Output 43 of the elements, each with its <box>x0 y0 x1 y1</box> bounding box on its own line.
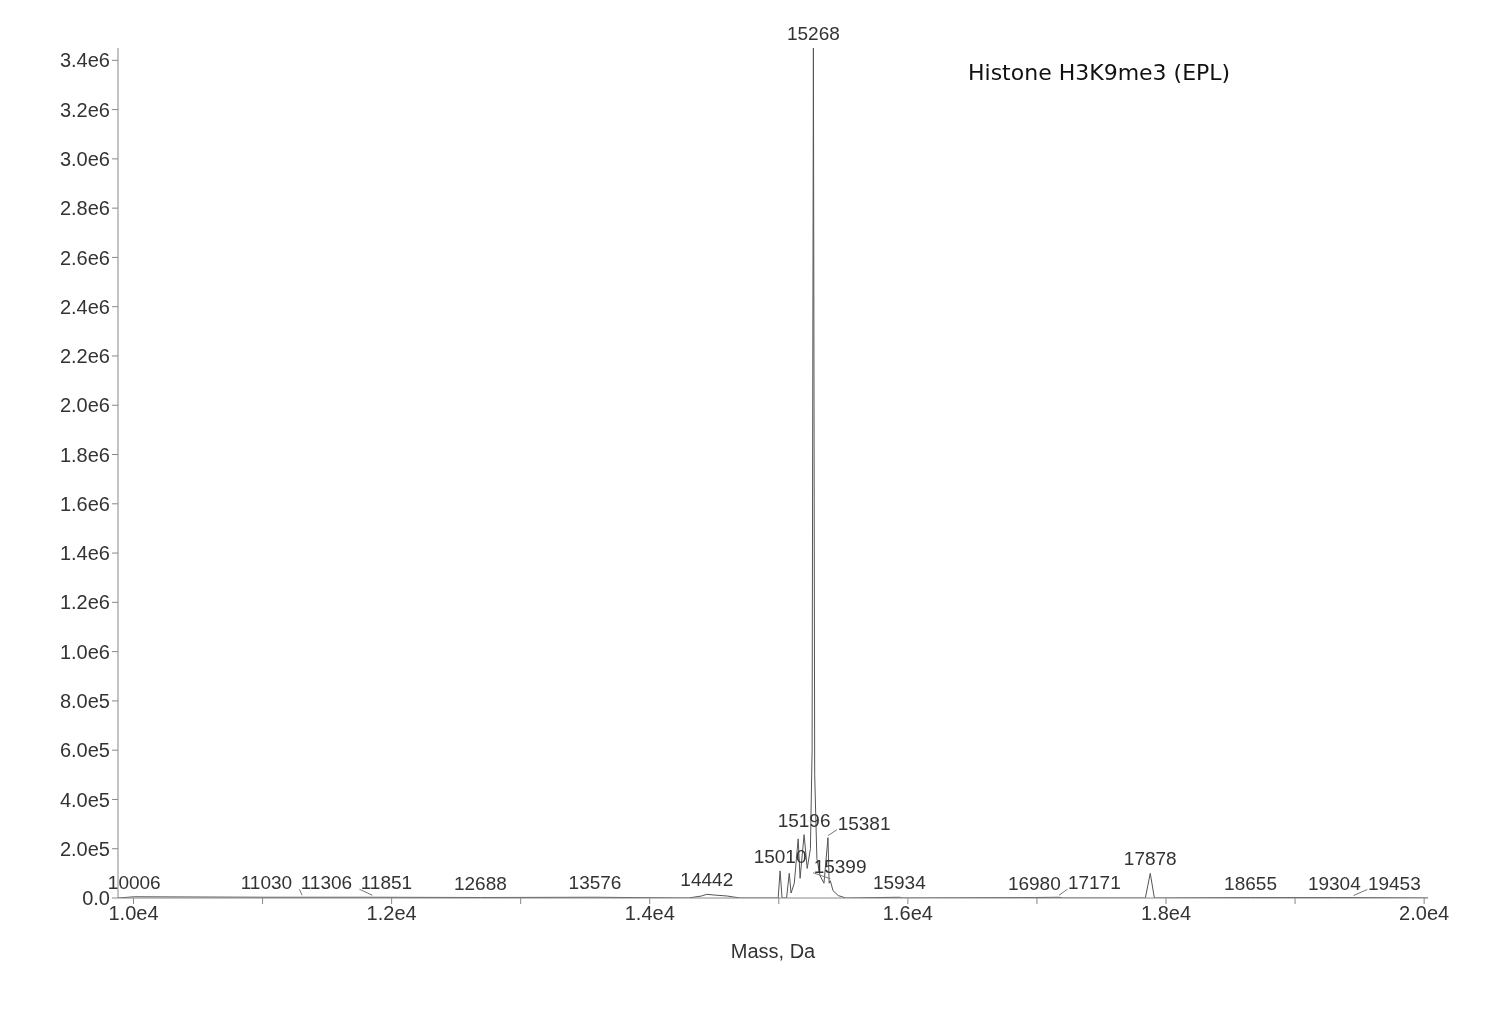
y-tick-label: 1.2e6 <box>59 591 110 614</box>
y-tick-label: 2.8e6 <box>59 197 110 220</box>
annotation: 16980 <box>1007 872 1061 894</box>
annotation: 12688 <box>453 872 507 894</box>
y-tick-label: 3.2e6 <box>59 98 110 121</box>
x-tick-label: 1.8e4 <box>1140 902 1192 925</box>
x-tick-label: 1.4e4 <box>624 902 675 925</box>
y-tick-label: 0.0 <box>82 887 110 910</box>
x-tick-label: 2.0e4 <box>1399 902 1450 925</box>
annotation: 11851 <box>360 872 413 894</box>
y-tick-label: 2.0e5 <box>59 837 110 860</box>
y-tick-label: 2.2e6 <box>59 345 110 368</box>
annotation: 11306 <box>300 872 353 894</box>
x-tick-label: 1.6e4 <box>882 902 933 925</box>
x-tick-label: 1.0e4 <box>108 902 159 925</box>
annotation: 14442 <box>680 869 734 891</box>
y-tick-label: 1.0e6 <box>59 640 110 663</box>
y-tick-label: 8.0e5 <box>59 690 110 712</box>
annotation: 17171 <box>1067 872 1121 894</box>
y-tick-label: 2.4e6 <box>59 295 110 318</box>
text: Histone H3K9me3 (EPL) <box>968 60 1231 85</box>
annotation: 15934 <box>872 872 927 894</box>
y-tick-label: 1.8e6 <box>59 443 110 466</box>
annotation: 15268 <box>786 23 840 44</box>
annotation: 17878 <box>1123 848 1177 870</box>
annotation: 15381 <box>837 812 891 834</box>
y-tick-label: 1.4e6 <box>59 542 110 565</box>
annotation: 10006 <box>107 871 161 893</box>
y-tick-label: 2.6e6 <box>59 246 110 269</box>
x-tick-label: 1.2e4 <box>366 902 417 925</box>
y-tick-label: 2.0e6 <box>59 394 110 417</box>
annotation: 19304 <box>1307 872 1362 894</box>
y-tick-label: 1.6e6 <box>59 492 110 515</box>
annotation: 11030 <box>240 872 293 894</box>
y-tick-label: 3.0e6 <box>59 147 110 170</box>
y-tick-label: 6.0e5 <box>59 739 110 762</box>
x-axis-title: Mass, Da <box>730 940 817 962</box>
annotation: 19453 <box>1367 872 1421 894</box>
annotation: 13576 <box>568 872 622 894</box>
annotation: 15196 <box>777 809 831 831</box>
annotation: 18655 <box>1224 872 1277 894</box>
y-tick-label: 4.0e5 <box>59 788 110 811</box>
y-tick-label: 3.4e6 <box>59 49 110 72</box>
